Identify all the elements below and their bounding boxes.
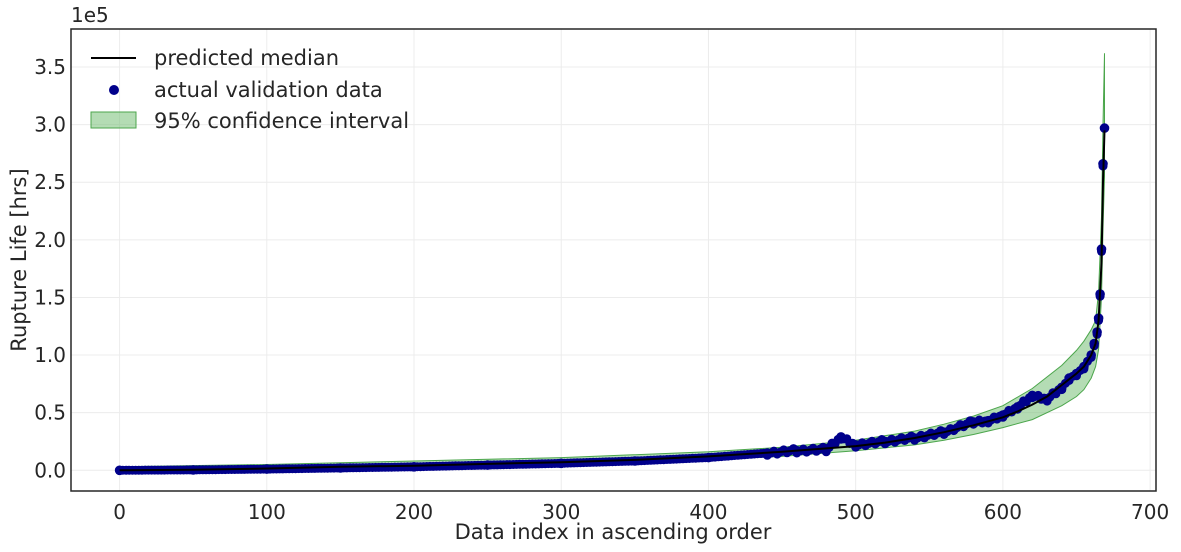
- validation-point: [821, 444, 831, 455]
- validation-point: [850, 440, 861, 450]
- validation-point: [630, 456, 640, 466]
- plot-frame: [70, 28, 1157, 492]
- x-tick-label: 200: [395, 500, 433, 524]
- y-tick-label: 3.5: [34, 55, 66, 79]
- x-tick-labels: 0 100 200 300 400 500 600 700: [113, 500, 1169, 524]
- validation-point: [482, 460, 493, 470]
- y-tick-label: 0.0: [34, 458, 66, 482]
- validation-point: [880, 436, 890, 447]
- y-tick-label: 1.5: [34, 285, 66, 309]
- x-tick-label: 500: [837, 500, 875, 524]
- legend-band-label: 95% confidence interval: [154, 109, 409, 133]
- legend-scatter-swatch: [109, 85, 119, 95]
- legend-scatter-label: actual validation data: [154, 78, 383, 102]
- legend-median-label: predicted median: [154, 46, 339, 70]
- validation-point: [556, 458, 566, 469]
- x-tick-label: 600: [984, 500, 1022, 524]
- y-tick-label: 0.5: [34, 401, 66, 425]
- validation-point: [1057, 382, 1067, 393]
- y-tick-label: 3.0: [34, 113, 66, 137]
- x-tick-label: 0: [113, 500, 126, 524]
- y-tick-label: 2.0: [34, 228, 66, 252]
- validation-point: [114, 465, 125, 476]
- validation-point: [335, 463, 346, 473]
- legend-band-swatch: [90, 111, 137, 129]
- y-tick-label: 2.5: [34, 170, 66, 194]
- validation-point: [703, 452, 714, 463]
- x-tick-label: 100: [248, 500, 286, 524]
- grid-layer: [71, 29, 1156, 491]
- validation-point: [1099, 123, 1110, 133]
- y-axis-label: Rupture Life [hrs]: [7, 168, 31, 351]
- validation-point: [1042, 394, 1052, 404]
- validation-point: [1027, 390, 1038, 401]
- median-line: [119, 130, 1106, 472]
- x-tick-label: 300: [542, 500, 580, 524]
- y-offset-label: 1e5: [71, 3, 109, 27]
- legend: predicted median actual validation data …: [90, 46, 409, 133]
- x-tick-label: 400: [689, 500, 727, 524]
- scatter-layer: [114, 123, 1110, 476]
- validation-point: [836, 432, 846, 442]
- x-axis-label: Data index in ascending order: [455, 520, 772, 544]
- x-tick-label: 700: [1131, 500, 1169, 524]
- y-tick-label: 1.0: [34, 343, 66, 367]
- median-line-layer: [119, 130, 1106, 472]
- y-tick-labels: 0.0 0.5 1.0 1.5 2.0 2.5 3.0 3.5: [34, 55, 66, 482]
- validation-point: [409, 462, 419, 472]
